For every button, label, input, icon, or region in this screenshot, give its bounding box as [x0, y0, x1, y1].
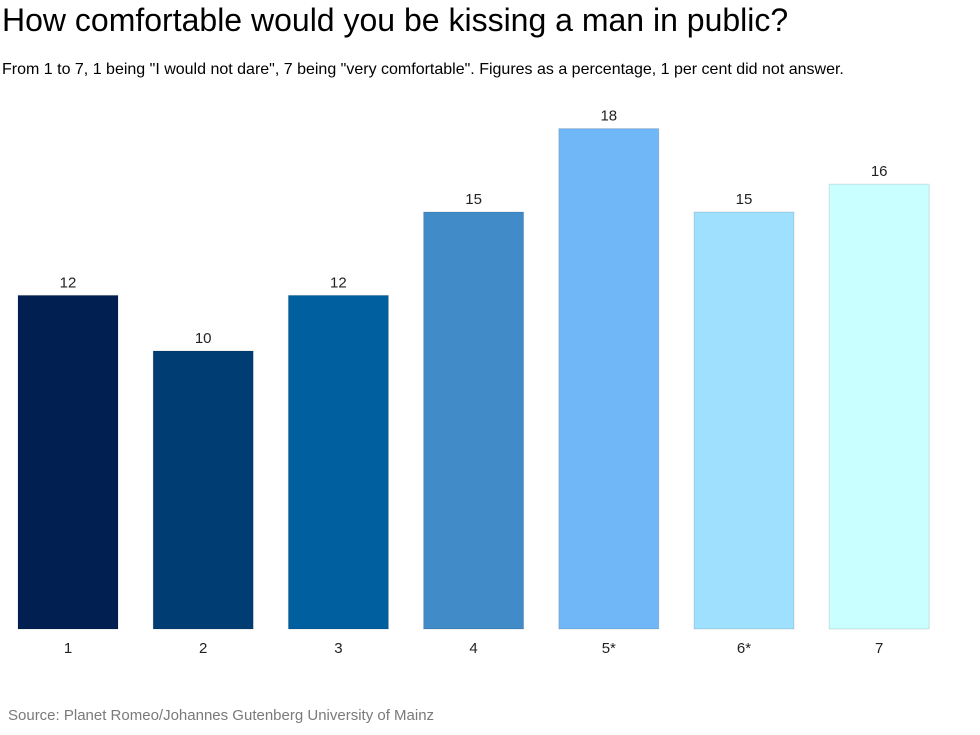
- category-tick-label: 6*: [737, 640, 751, 657]
- bar-7: [828, 183, 930, 630]
- value-label: 16: [871, 163, 888, 180]
- value-label: 12: [60, 274, 77, 291]
- source-note: Source: Planet Romeo/Johannes Gutenberg …: [8, 707, 435, 724]
- category-tick-label: 2: [199, 640, 207, 657]
- bar-2: [152, 350, 254, 630]
- value-label: 15: [465, 191, 482, 208]
- category-tick-label: 5*: [602, 640, 616, 657]
- bar-6: [693, 211, 795, 630]
- bar-1: [17, 294, 119, 630]
- category-ticks-group: 1 2 3 4 5* 6* 7: [64, 640, 884, 657]
- value-label: 15: [736, 191, 753, 208]
- category-tick-label: 3: [334, 640, 342, 657]
- bar-3: [287, 294, 389, 630]
- value-label: 12: [330, 274, 347, 291]
- value-label: 18: [600, 108, 617, 125]
- value-label: 10: [195, 330, 212, 347]
- chart-subtitle: From 1 to 7, 1 being "I would not dare",…: [2, 61, 844, 78]
- category-tick-label: 1: [64, 640, 72, 657]
- chart-title: How comfortable would you be kissing a m…: [2, 2, 789, 38]
- value-labels-group: 12 10 12 15 18 15 16: [60, 108, 888, 347]
- bar-4: [423, 211, 525, 630]
- bar-5: [558, 128, 660, 630]
- category-tick-label: 7: [875, 640, 883, 657]
- category-tick-label: 4: [469, 640, 477, 657]
- bars-group: [17, 128, 930, 630]
